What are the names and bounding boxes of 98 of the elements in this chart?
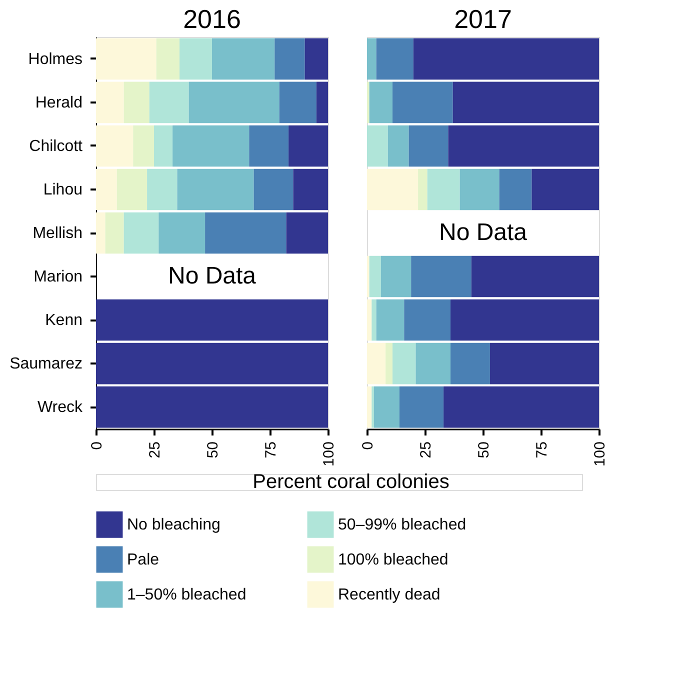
bar <box>288 125 328 167</box>
bar <box>188 82 280 124</box>
y-tick-label: Lihou <box>43 181 82 198</box>
bar <box>96 299 328 341</box>
chart-title: 2017 <box>454 4 512 34</box>
chart-title: 2016 <box>183 4 241 34</box>
bar <box>532 168 599 210</box>
bar <box>279 82 316 124</box>
x-tick-label: 25 <box>418 442 434 458</box>
x-tick-label: 100 <box>592 442 608 467</box>
y-tick-label: Wreck <box>37 399 84 416</box>
bar <box>177 168 254 210</box>
bar <box>124 82 150 124</box>
bar <box>471 256 599 298</box>
bar <box>158 212 206 254</box>
bar <box>205 212 286 254</box>
bar <box>96 212 106 254</box>
bar <box>367 299 372 341</box>
bar <box>286 212 328 254</box>
bar <box>499 168 532 210</box>
bar <box>408 125 448 167</box>
x-tick-label: 100 <box>320 442 338 467</box>
bar <box>367 125 388 167</box>
bar <box>416 342 451 384</box>
bar <box>367 342 386 384</box>
bar <box>411 256 472 298</box>
legend-label: Pale <box>127 552 160 568</box>
y-tick-label: Kenn <box>45 312 82 330</box>
legend-label: Recently dead <box>338 586 440 604</box>
bar <box>96 82 124 124</box>
bar <box>380 256 412 298</box>
bar <box>96 38 156 80</box>
bar <box>96 125 134 167</box>
bar <box>254 168 294 210</box>
bar <box>444 386 599 428</box>
bar <box>450 342 490 384</box>
y-tick-label: Marion <box>34 268 82 286</box>
bar <box>116 168 148 210</box>
bar <box>450 299 599 341</box>
bar <box>274 38 305 80</box>
x-tick-label: 25 <box>146 442 164 458</box>
bar <box>460 168 500 210</box>
bar <box>490 342 599 384</box>
bar <box>147 168 178 210</box>
bar <box>376 38 414 80</box>
bar <box>372 299 376 341</box>
bar <box>249 125 289 167</box>
bar <box>392 342 416 384</box>
bar <box>418 168 428 210</box>
legend-label: 1–50% bleached <box>127 586 246 604</box>
bar <box>452 82 599 124</box>
x-tick-label: 75 <box>534 442 550 458</box>
bar <box>105 212 124 254</box>
bar <box>149 82 189 124</box>
bar <box>404 299 451 341</box>
bar <box>399 386 444 428</box>
bar <box>448 125 599 167</box>
bar <box>369 256 381 298</box>
bar <box>304 38 328 80</box>
annotation: No Data <box>438 219 528 246</box>
legend-label: No bleaching <box>127 516 220 534</box>
x-tick-label: 0 <box>88 442 106 450</box>
y-tick-label: Herald <box>35 94 82 112</box>
bar <box>376 299 404 341</box>
legend-label: 100% bleached <box>338 552 448 568</box>
x-axis-title: Percent coral colonies <box>252 471 450 493</box>
bar <box>96 386 328 428</box>
bar <box>388 125 409 167</box>
y-tick-label: Mellish <box>32 225 82 242</box>
x-tick-label: 0 <box>360 442 376 450</box>
bar <box>180 38 212 80</box>
y-tick-label: Holmes <box>28 50 82 68</box>
bar <box>386 342 393 384</box>
bar <box>124 212 159 254</box>
bar <box>369 82 393 124</box>
bar <box>392 82 453 124</box>
x-tick-label: 50 <box>204 442 222 458</box>
bar <box>374 386 400 428</box>
x-tick-label: 50 <box>476 442 492 458</box>
bar <box>427 168 460 210</box>
bar <box>367 38 376 80</box>
legend-label: 50–99% bleached <box>338 516 466 534</box>
bar <box>96 342 328 384</box>
bar <box>293 168 328 210</box>
bar <box>133 125 154 167</box>
y-tick-label: Chilcott <box>29 138 84 155</box>
bar <box>212 38 275 80</box>
bar <box>154 125 173 167</box>
bar <box>413 38 599 80</box>
x-tick-label: 75 <box>262 442 280 458</box>
bar <box>367 386 372 428</box>
bar <box>367 168 418 210</box>
bar <box>172 125 250 167</box>
y-tick-label: Saumarez <box>10 356 82 373</box>
bar <box>316 82 328 124</box>
annotation: No Data <box>168 262 257 290</box>
bar <box>156 38 180 80</box>
bar <box>96 168 117 210</box>
